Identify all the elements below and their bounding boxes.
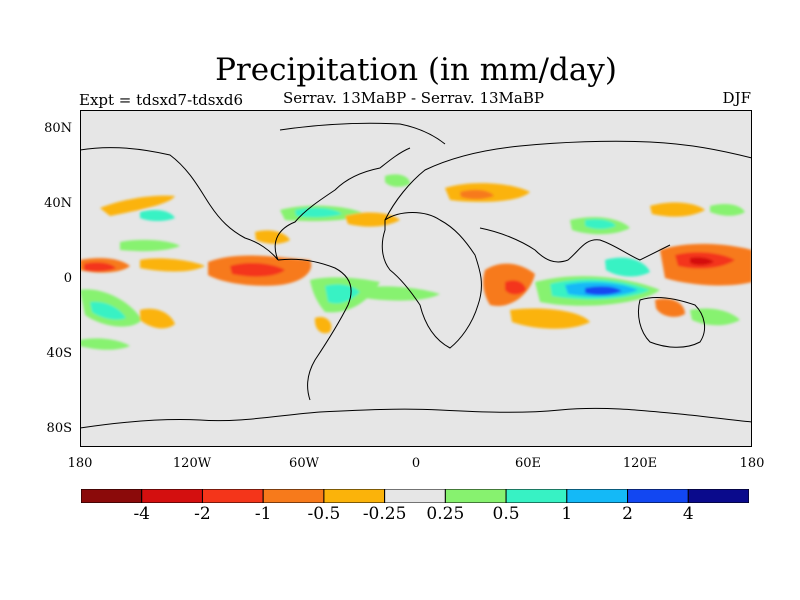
anomaly-south-indian-dry bbox=[510, 308, 590, 329]
anomaly-central-pacific-orange bbox=[140, 258, 205, 272]
coastline-south-america bbox=[277, 258, 352, 401]
anomaly-nw-pacific-wet bbox=[710, 204, 745, 216]
colorbar-label-5: 0.25 bbox=[426, 504, 465, 524]
colorbar-label-7: 1 bbox=[561, 504, 573, 524]
anomaly-north-pacific-green bbox=[120, 239, 180, 252]
experiment-subtitle: Serrav. 13MaBP - Serrav. 13MaBP bbox=[283, 89, 544, 107]
lat-tick-80n: 80N bbox=[44, 121, 72, 136]
colorbar-label-8: 2 bbox=[622, 504, 633, 524]
colorbar-swatch-8 bbox=[566, 489, 629, 503]
colorbar-swatch-7 bbox=[505, 489, 568, 503]
colorbar-label-0: -4 bbox=[133, 504, 150, 524]
colorbar-label-3: -0.5 bbox=[307, 504, 341, 524]
anomaly-east-pacific-core bbox=[230, 263, 285, 277]
colorbar-swatch-0 bbox=[81, 489, 143, 503]
lat-tick-80s: 80S bbox=[46, 421, 72, 436]
colorbar-label-2: -1 bbox=[254, 504, 272, 524]
anomaly-caribbean-dry bbox=[255, 230, 290, 244]
colorbar-label-1: -2 bbox=[194, 504, 211, 524]
anomaly-north-atlantic-orange bbox=[345, 212, 400, 227]
colorbar-label-4: -0.25 bbox=[362, 504, 407, 524]
coastline-australia bbox=[637, 297, 706, 348]
experiment-label: Expt = tdsxd7-tdsxd6 bbox=[79, 91, 244, 109]
anomaly-north-pacific-teal bbox=[140, 210, 175, 221]
anomaly-europe-wet bbox=[385, 174, 410, 187]
map-frame bbox=[80, 110, 752, 447]
anomaly-nw-pacific-dry bbox=[650, 202, 705, 217]
map-background bbox=[80, 110, 752, 447]
page-title: Precipitation (in mm/day) bbox=[215, 52, 617, 88]
colorbar-swatch-10 bbox=[687, 489, 749, 503]
anomaly-south-atlantic-wet bbox=[360, 286, 440, 301]
colorbar-label-6: 0.5 bbox=[492, 504, 520, 524]
anomaly-north-pacific-orange bbox=[100, 195, 175, 216]
colorbar-swatch-9 bbox=[627, 489, 689, 503]
anomaly-maritime-wet bbox=[605, 257, 650, 277]
anomaly-south-pacific-wet-core bbox=[90, 301, 126, 320]
lat-tick-0: 0 bbox=[63, 271, 72, 286]
anomaly-indian-ocean-core bbox=[585, 286, 622, 296]
lon-tick-60e: 60E bbox=[514, 456, 542, 471]
anomaly-far-south-wet bbox=[80, 338, 130, 350]
colorbar bbox=[81, 489, 749, 503]
lon-tick-120e: 120E bbox=[622, 456, 658, 471]
coastline-south-asia bbox=[479, 227, 671, 263]
anomaly-southwest-pacific-wet bbox=[690, 308, 740, 326]
anomaly-pacific-west-core bbox=[84, 262, 116, 272]
anomaly-south-atlantic-dry bbox=[314, 316, 332, 334]
lat-tick-40s: 40S bbox=[46, 346, 72, 361]
lon-tick-60w: 60W bbox=[289, 456, 319, 471]
colorbar-swatch-3 bbox=[262, 489, 325, 503]
colorbar-label-9: 4 bbox=[682, 504, 694, 524]
coastlines bbox=[80, 122, 752, 429]
anomaly-east-africa-core bbox=[505, 280, 526, 295]
lon-tick-180w: 180 bbox=[67, 456, 93, 471]
lon-tick-180e: 180 bbox=[739, 456, 765, 471]
lat-tick-40n: 40N bbox=[44, 196, 72, 211]
colorbar-swatch-5 bbox=[384, 489, 446, 503]
lon-tick-0: 0 bbox=[411, 456, 421, 471]
anomaly-asia-teal bbox=[585, 219, 616, 229]
season-label: DJF bbox=[722, 89, 751, 107]
colorbar-swatch-1 bbox=[141, 489, 203, 503]
coastline-antarctica bbox=[80, 407, 752, 429]
coastline-eurasia bbox=[384, 140, 752, 221]
anomaly-south-pacific-dry bbox=[140, 308, 175, 329]
anomaly-australia-dry bbox=[655, 298, 685, 317]
precipitation-map bbox=[80, 110, 752, 447]
colorbar-swatch-6 bbox=[444, 489, 507, 503]
anomaly-field bbox=[80, 174, 752, 350]
colorbar-swatch-2 bbox=[201, 489, 264, 503]
lon-tick-120w: 120W bbox=[172, 456, 212, 471]
anomaly-tibet-core bbox=[460, 189, 494, 200]
coastline-north-america bbox=[80, 147, 411, 261]
anomaly-west-pacific-core bbox=[690, 257, 714, 266]
coastline-arctic bbox=[279, 122, 446, 145]
coastline-africa bbox=[381, 212, 482, 349]
colorbar-swatch-4 bbox=[323, 489, 386, 503]
